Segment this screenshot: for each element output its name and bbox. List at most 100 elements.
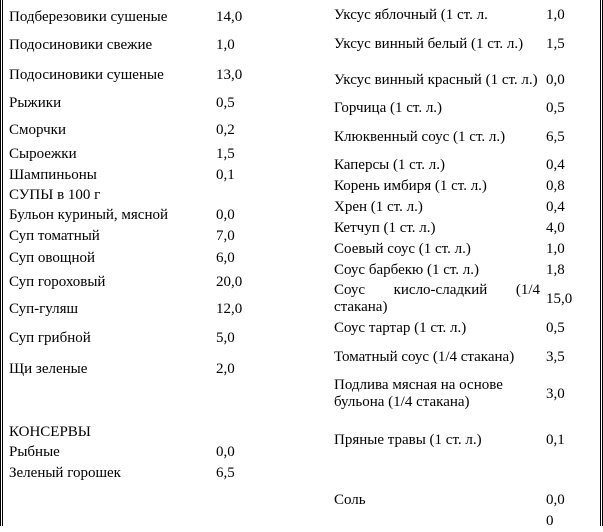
row-value: 0,1 <box>544 432 594 449</box>
row-label: Томатный соус (1/4 стакана) <box>332 349 544 366</box>
table-row: Суп гороховый20,0 <box>4 269 332 296</box>
row-value: 15,0 <box>544 291 594 308</box>
row-label: Кетчуп (1 ст. л.) <box>332 220 544 237</box>
row-value: 0,5 <box>544 100 594 117</box>
table-row: Уксус винный белый (1 ст. л.)1,5 <box>332 26 598 62</box>
row-label: Соль <box>332 492 544 509</box>
row-value: 0,2 <box>214 122 324 139</box>
table-row: 0 <box>332 511 598 532</box>
row-label: Щи зеленые <box>4 361 214 378</box>
table-row: Суп овощной6,0 <box>4 247 332 269</box>
table-row: Подосиновики свежие1,0 <box>4 30 332 60</box>
table-row: Зеленый горошек6,5 <box>4 463 332 484</box>
table-row: Рыжики0,5 <box>4 90 332 116</box>
table-row: Сыроежки1,5 <box>4 144 332 165</box>
row-label: Пряные травы (1 ст. л.) <box>332 432 544 449</box>
row-value: 7,0 <box>214 228 324 245</box>
row-value: 6,5 <box>544 129 594 146</box>
row-label: Суп томатный <box>4 228 214 245</box>
left-rows-group-3: Рыбные0,0Зеленый горошек6,5 <box>4 442 332 484</box>
row-label: Подлива мясная на основе бульона (1/4 ст… <box>332 377 544 411</box>
row-value: 1,5 <box>544 36 594 53</box>
table-row: Щи зеленые2,0 <box>4 353 332 385</box>
row-value: 2,0 <box>214 361 324 378</box>
row-label: Уксус винный белый (1 ст. л.) <box>332 36 544 53</box>
row-label: Горчица (1 ст. л.) <box>332 100 544 117</box>
row-label: Бульон куриный, мясной <box>4 207 214 224</box>
row-value: 0,1 <box>214 167 324 184</box>
row-label: Суп грибной <box>4 330 214 347</box>
table-row: Соль0,0 <box>332 489 598 511</box>
row-label: Соус тартар (1 ст. л.) <box>332 320 544 337</box>
row-label: Подосиновики сушеные <box>4 67 214 84</box>
table-row: Хрен (1 ст. л.)0,4 <box>332 197 598 218</box>
row-value: 0,0 <box>544 492 594 509</box>
row-label: Рыжики <box>4 95 214 112</box>
row-value: 1,0 <box>544 7 594 24</box>
row-value: 0,8 <box>544 178 594 195</box>
table-row: Горчица (1 ст. л.)0,5 <box>332 98 598 119</box>
table-row: Пряные травы (1 ст. л.)0,1 <box>332 429 598 451</box>
right-gap-1 <box>332 413 598 429</box>
row-label: Корень имбиря (1 ст. л.) <box>332 178 544 195</box>
row-value: 0,0 <box>214 444 324 461</box>
table-row: Подберезовики сушеные14,0 <box>4 4 332 30</box>
table-row: Шампиньоны0,1 <box>4 165 332 186</box>
right-gap-2 <box>332 451 598 489</box>
row-value: 1,5 <box>214 146 324 163</box>
row-value: 3,5 <box>544 349 594 366</box>
row-label: Подосиновики свежие <box>4 37 214 54</box>
left-gap-1 <box>4 385 332 423</box>
row-value: 0,4 <box>544 199 594 216</box>
table-row: Суп-гуляш12,0 <box>4 296 332 323</box>
table-row: Клюквенный соус (1 ст. л.)6,5 <box>332 119 598 155</box>
table-row: Подлива мясная на основе бульона (1/4 ст… <box>332 375 598 413</box>
table-row: Суп грибной5,0 <box>4 323 332 353</box>
row-value: 12,0 <box>214 301 324 318</box>
row-label: Суп овощной <box>4 250 214 267</box>
table-row: Рыбные0,0 <box>4 442 332 463</box>
row-value: 0 <box>544 513 594 530</box>
row-value: 5,0 <box>214 330 324 347</box>
row-label: Соевый соус (1 ст. л.) <box>332 241 544 258</box>
right-column: Уксус яблочный (1 ст. л.1,0Уксус винный … <box>332 4 598 524</box>
row-label: Сморчки <box>4 122 214 139</box>
row-value: 14,0 <box>214 9 324 26</box>
left-column: Подберезовики сушеные14,0Подосиновики св… <box>4 4 332 524</box>
row-label: Клюквенный соус (1 ст. л.) <box>332 129 544 146</box>
row-label: Сыроежки <box>4 146 214 163</box>
row-value: 1,0 <box>544 241 594 258</box>
table-row: Соевый соус (1 ст. л.)1,0 <box>332 239 598 260</box>
left-rows-group-2: Бульон куриный, мясной0,0Суп томатный7,0… <box>4 205 332 385</box>
row-value: 1,8 <box>544 262 594 279</box>
table-row: Соус кисло-сладкий (1/4 стакана)15,0 <box>332 281 598 317</box>
table-row: Уксус винный красный (1 ст. л.)0,0 <box>332 62 598 98</box>
table-row: Соус тартар (1 ст. л.)0,5 <box>332 317 598 339</box>
row-label: Соус барбекю (1 ст. л.) <box>332 262 544 279</box>
row-value: 20,0 <box>214 274 324 291</box>
row-label: Подберезовики сушеные <box>4 9 214 26</box>
row-label: Зеленый горошек <box>4 465 214 482</box>
table-row: Томатный соус (1/4 стакана)3,5 <box>332 339 598 375</box>
row-label: Суп-гуляш <box>4 301 214 318</box>
right-rows-group-1: Уксус яблочный (1 ст. л.1,0Уксус винный … <box>332 4 598 413</box>
left-rows-group-1: Подберезовики сушеные14,0Подосиновики св… <box>4 4 332 186</box>
row-value: 0,0 <box>214 207 324 224</box>
table-row: Корень имбиря (1 ст. л.)0,8 <box>332 176 598 197</box>
table-row: Подосиновики сушеные13,0 <box>4 60 332 90</box>
table-row: Каперсы (1 ст. л.)0,4 <box>332 155 598 176</box>
row-value: 6,0 <box>214 250 324 267</box>
row-label: Уксус винный красный (1 ст. л.) <box>332 72 544 89</box>
row-value: 0,0 <box>544 72 594 89</box>
row-label: Каперсы (1 ст. л.) <box>332 157 544 174</box>
row-label: Соус кисло-сладкий (1/4 стакана) <box>332 282 544 316</box>
row-label: Рыбные <box>4 444 214 461</box>
heading-soups: СУПЫ в 100 г <box>4 186 332 205</box>
table-row: Уксус яблочный (1 ст. л.1,0 <box>332 4 598 26</box>
row-value: 0,5 <box>214 95 324 112</box>
row-label: Суп гороховый <box>4 274 214 291</box>
row-value: 0,4 <box>544 157 594 174</box>
row-label: Шампиньоны <box>4 167 214 184</box>
row-label: Хрен (1 ст. л.) <box>332 199 544 216</box>
table-row: Соус барбекю (1 ст. л.)1,8 <box>332 260 598 281</box>
